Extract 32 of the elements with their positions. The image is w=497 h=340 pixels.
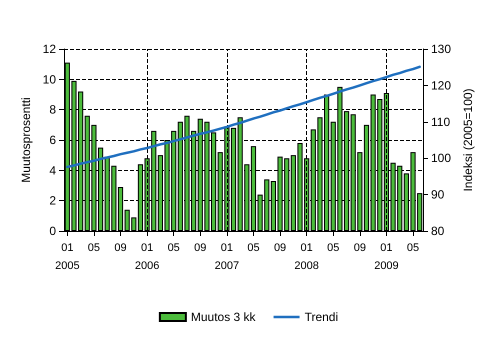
y-tick-label: 10 bbox=[42, 72, 56, 86]
y-tick-label: 6 bbox=[49, 133, 56, 147]
x-tick-label: 05 bbox=[406, 242, 420, 254]
x-tick-label: 01 2007 bbox=[214, 242, 240, 272]
y-tick-label: 8 bbox=[49, 102, 56, 117]
y2-tick-label: 90 bbox=[431, 188, 445, 202]
legend-label: Trendi bbox=[304, 310, 338, 324]
x-tick-label: 05 bbox=[247, 242, 260, 254]
x-tick-label: 09 bbox=[194, 242, 206, 254]
x-tick-label: 01 2009 bbox=[374, 242, 399, 272]
x-tick-label: 09 bbox=[274, 242, 286, 254]
y-tick-label: 4 bbox=[49, 163, 56, 178]
x-tick-label: 09 bbox=[114, 242, 127, 254]
y2-tick-label: 110 bbox=[431, 114, 450, 129]
y2-tick-label: 80 bbox=[431, 224, 445, 238]
x-tick-label: 05 bbox=[88, 242, 100, 254]
y2-tick-label: 100 bbox=[431, 151, 452, 166]
line-series bbox=[66, 66, 421, 168]
x-tick-label: 01 2006 bbox=[134, 242, 160, 272]
y2-axis-title: Indeksi (2005=100) bbox=[460, 88, 475, 192]
y-tick-label: 2 bbox=[49, 194, 56, 208]
y-axis-title: Muutosprosentti bbox=[18, 97, 33, 183]
legend-label: Muutos 3 kk bbox=[190, 310, 257, 324]
x-tick-label: 05 bbox=[168, 242, 180, 254]
y2-tick-label: 120 bbox=[431, 78, 452, 92]
x-tick-label: 01 2005 bbox=[55, 242, 80, 272]
y2-tick-label: 130 bbox=[431, 42, 452, 56]
x-tick-label: 01 2008 bbox=[294, 242, 319, 272]
x-tick-label: 09 bbox=[354, 242, 366, 254]
y-tick-label: 0 bbox=[49, 224, 56, 238]
x-tick-label: 05 bbox=[327, 242, 340, 254]
y-tick-label: 12 bbox=[42, 42, 56, 56]
